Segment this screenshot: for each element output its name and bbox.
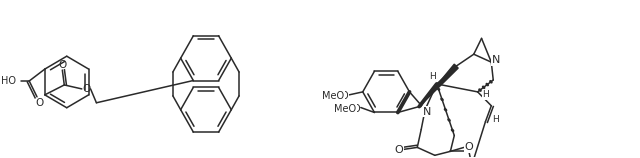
Text: H: H (492, 115, 499, 124)
Text: O: O (394, 145, 403, 155)
Text: MeO: MeO (323, 91, 344, 101)
Text: H: H (482, 90, 489, 99)
Text: O: O (340, 91, 348, 101)
Text: O: O (83, 84, 91, 94)
Text: O: O (58, 60, 67, 70)
Text: N: N (492, 55, 500, 65)
Text: H: H (429, 72, 436, 81)
Text: HO: HO (1, 76, 15, 86)
Text: N: N (423, 107, 431, 117)
Text: O: O (352, 103, 360, 113)
Polygon shape (419, 64, 458, 106)
Text: MeO: MeO (334, 103, 356, 113)
Text: O: O (465, 142, 473, 152)
Text: O: O (36, 98, 44, 108)
